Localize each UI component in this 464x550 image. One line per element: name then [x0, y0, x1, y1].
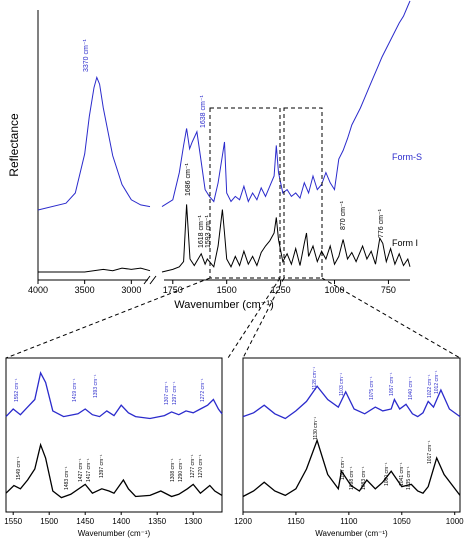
annotation-label: 1083 cm⁻¹: [361, 466, 367, 490]
annotation-label: 1549 cm⁻¹: [16, 456, 22, 480]
x-tick-label: 1500: [40, 517, 58, 526]
x-tick-label: 1250: [271, 285, 291, 295]
annotation-label: 1017 cm⁻¹: [427, 440, 433, 464]
annotation-label: 1057 cm⁻¹: [389, 372, 395, 396]
annotation-label: 1417 cm⁻¹: [86, 458, 92, 482]
annotation-label: 1618 cm⁻¹: [198, 214, 205, 248]
annotation-label: 1277 cm⁻¹: [190, 454, 196, 478]
annotation-label: 1419 cm⁻¹: [72, 378, 78, 402]
annotation-label: 1272 cm⁻¹: [200, 378, 206, 402]
x-tick-label: 1000: [446, 517, 464, 526]
zoom-right-panel: 1200 1150 1100 1050 1000 Wavenumber (cm⁻¹) 112…: [234, 357, 464, 538]
main-spectrum-panel: 4000 3500 3000 1750 1500 1250 1000 750 Wavenumbe…: [7, 0, 422, 311]
series-name-form-i: Form I: [392, 238, 418, 248]
annotation-label: 1427 cm⁻¹: [78, 458, 84, 482]
x-tick-label: 4000: [28, 285, 48, 295]
annotation-label: 1297 cm⁻¹: [172, 381, 178, 405]
x-tick-label: 1500: [217, 285, 237, 295]
series-line-0: [5, 371, 223, 420]
zoom-frame: [242, 357, 461, 513]
x-tick-label: 1300: [184, 517, 202, 526]
connector-line: [227, 277, 281, 359]
annotation-label: 1290 cm⁻¹: [178, 458, 184, 482]
zoom-frame: [5, 357, 223, 513]
annotation-label: 1075 cm⁻¹: [369, 376, 375, 400]
series-line-1-a: [38, 267, 151, 273]
annotation-label: 3370 cm⁻¹: [83, 38, 90, 72]
connector-line: [5, 277, 211, 359]
axis-break-mark: [143, 275, 157, 285]
zoom-box-left: [209, 107, 281, 279]
x-axis-label: Wavenumber (cm⁻¹): [174, 299, 274, 311]
annotation-label: 1270 cm⁻¹: [198, 454, 204, 478]
annotation-label: 1107 cm⁻¹: [340, 457, 346, 480]
x-tick-label: 750: [381, 285, 396, 295]
series-line-0-a: [37, 75, 151, 211]
series-line-1: [242, 438, 461, 498]
x-tick-label: 1400: [112, 517, 130, 526]
x-tick-label: 1050: [393, 517, 411, 526]
x-tick-label: 1150: [287, 517, 305, 526]
connector-line: [321, 277, 461, 359]
annotation-label: 870 cm⁻¹: [340, 200, 347, 230]
annotation-label: 1393 cm⁻¹: [93, 374, 99, 398]
y-axis-label: Reflectance: [7, 113, 21, 177]
x-tick-label: 1000: [325, 285, 345, 295]
annotation-label: 1686 cm⁻¹: [185, 162, 192, 196]
series-name-form-s: Form-S: [392, 152, 422, 162]
annotation-label: 1035 cm⁻¹: [406, 466, 412, 490]
x-tick-label: 1750: [163, 285, 183, 295]
x-axis-label: Wavenumber (cm⁻¹): [315, 529, 388, 538]
annotation-label: 1308 cm⁻¹: [170, 458, 176, 482]
x-tick-label: 1350: [148, 517, 166, 526]
series-line-1-b: [161, 204, 411, 273]
annotation-label: 1483 cm⁻¹: [64, 466, 70, 490]
annotation-label: 1022 cm⁻¹: [427, 374, 433, 398]
annotation-label: 1593 cm⁻¹: [205, 214, 212, 248]
x-tick-label: 1100: [340, 517, 358, 526]
zoom-left-panel: 1550 1500 1450 1400 1350 1300 Wavenumber (cm⁻¹…: [4, 357, 223, 538]
annotation-label: 1638 cm⁻¹: [200, 94, 207, 128]
annotation-label: 1103 cm⁻¹: [339, 373, 345, 396]
annotation-label: 1040 cm⁻¹: [408, 376, 414, 400]
x-tick-label: 1550: [4, 517, 22, 526]
annotation-label: 776 cm⁻¹: [378, 208, 385, 238]
annotation-label: 1397 cm⁻¹: [99, 454, 105, 478]
x-tick-label: 3500: [75, 285, 95, 295]
annotation-label: 1307 cm⁻¹: [164, 381, 170, 405]
series-line-1: [5, 442, 223, 499]
x-axis-label: Wavenumber (cm⁻¹): [78, 529, 151, 538]
zoom-connectors: [5, 277, 461, 359]
annotation-label: 1552 cm⁻¹: [14, 378, 20, 402]
x-tick-label: 1200: [234, 517, 252, 526]
annotation-label: 1041 cm⁻¹: [399, 462, 405, 486]
annotation-label: 1012 cm⁻¹: [434, 370, 440, 394]
series-line-0: [242, 385, 461, 420]
annotation-label: 1128 cm⁻¹: [312, 367, 318, 390]
x-tick-label: 3000: [121, 285, 141, 295]
series-line-0-b: [161, 0, 411, 208]
annotation-label: 1060 cm⁻¹: [384, 462, 390, 486]
annotation-label: 1098 cm⁻¹: [349, 466, 355, 490]
connector-line: [242, 277, 285, 359]
x-tick-label: 1450: [76, 517, 94, 526]
annotation-label: 1130 cm⁻¹: [313, 417, 319, 440]
zoom-box-right: [283, 107, 323, 279]
